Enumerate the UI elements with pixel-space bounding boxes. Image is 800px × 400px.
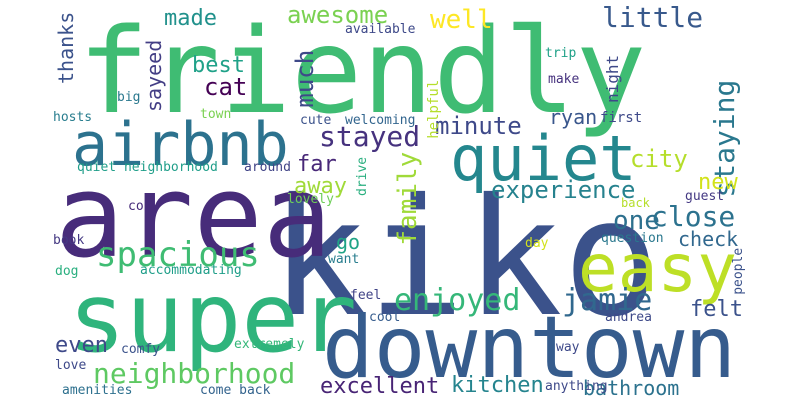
cloud-word: cute — [300, 113, 331, 128]
cloud-word: question — [601, 231, 664, 246]
cloud-word: come back — [200, 383, 271, 398]
cloud-word: want — [328, 252, 359, 267]
cloud-word: family — [393, 152, 423, 246]
cloud-word: away — [294, 174, 347, 199]
cloud-word: kiko — [270, 165, 660, 353]
cloud-word: way — [556, 340, 580, 355]
cloud-word: day — [525, 236, 549, 251]
cloud-word: felt — [690, 297, 743, 322]
cloud-word: ryan — [549, 105, 597, 129]
cloud-word: far — [297, 152, 337, 177]
cloud-word: cat — [204, 73, 247, 101]
cloud-word: first — [600, 110, 642, 126]
cloud-word: enjoyed — [394, 283, 520, 318]
cloud-word: people — [731, 248, 746, 295]
cloud-word: andrea — [605, 310, 652, 325]
cloud-word: staying — [708, 80, 741, 198]
cloud-word: super — [68, 262, 357, 374]
cloud-word: best — [192, 53, 245, 78]
cloud-word: back — [621, 196, 651, 210]
cloud-word: drive — [355, 157, 370, 196]
cloud-word: go — [336, 230, 360, 254]
cloud-word: hosts — [53, 110, 92, 125]
cloud-word: airbnb — [72, 110, 289, 180]
cloud-word: extremely — [234, 337, 305, 352]
cloud-word: check — [678, 227, 738, 251]
cloud-word: city — [630, 145, 688, 173]
cloud-word: close — [651, 200, 735, 233]
cloud-word: make — [548, 72, 579, 87]
cloud-word: comfy — [121, 342, 160, 357]
cloud-word: helpful — [426, 80, 442, 139]
cloud-word: new — [698, 170, 738, 195]
cloud-word: kitchen — [451, 373, 544, 398]
cloud-word: made — [164, 6, 217, 31]
cloud-word: quiet — [450, 122, 637, 195]
cloud-word: guest — [685, 189, 724, 204]
cloud-word: cool — [369, 310, 400, 325]
cloud-word: amenities — [62, 383, 132, 398]
cloud-word: much — [291, 50, 319, 108]
cloud-word: well — [430, 5, 493, 35]
cloud-word: cozy — [128, 199, 159, 214]
cloud-word: sayeed — [142, 40, 166, 112]
cloud-word: available — [345, 22, 416, 37]
cloud-word: bathroom — [583, 376, 679, 400]
cloud-word: minute — [435, 112, 522, 140]
cloud-word: easy — [578, 230, 737, 307]
cloud-word: friendly — [78, 2, 646, 140]
cloud-word: accommodating — [140, 263, 242, 278]
cloud-word: area — [55, 150, 332, 284]
cloud-word: jamie — [562, 283, 652, 318]
cloud-word: love — [55, 358, 86, 373]
cloud-word: dog — [55, 264, 78, 279]
cloud-word: town — [200, 107, 231, 122]
cloud-word: even — [55, 333, 108, 358]
cloud-word: welcoming — [345, 113, 415, 128]
cloud-word: big — [117, 90, 140, 105]
cloud-word: little — [602, 1, 703, 34]
cloud-word: one — [613, 206, 660, 236]
cloud-word: downtown — [322, 298, 736, 398]
cloud-word: around — [244, 160, 291, 175]
cloud-word: night — [603, 55, 622, 103]
cloud-word: experience — [491, 176, 636, 204]
cloud-word: neighborhood — [93, 357, 295, 390]
cloud-word: lovely — [287, 192, 334, 207]
cloud-word: stayed — [319, 120, 420, 153]
cloud-word: feel — [350, 288, 381, 303]
cloud-word: anything — [545, 379, 608, 394]
cloud-word: trip — [545, 46, 576, 61]
cloud-word: thanks — [54, 12, 78, 84]
cloud-word: excellent — [320, 374, 439, 399]
cloud-word: book — [53, 233, 84, 248]
cloud-word: awesome — [287, 1, 388, 29]
cloud-word: quiet neighborhood — [77, 160, 218, 175]
cloud-word: spacious — [96, 235, 260, 275]
